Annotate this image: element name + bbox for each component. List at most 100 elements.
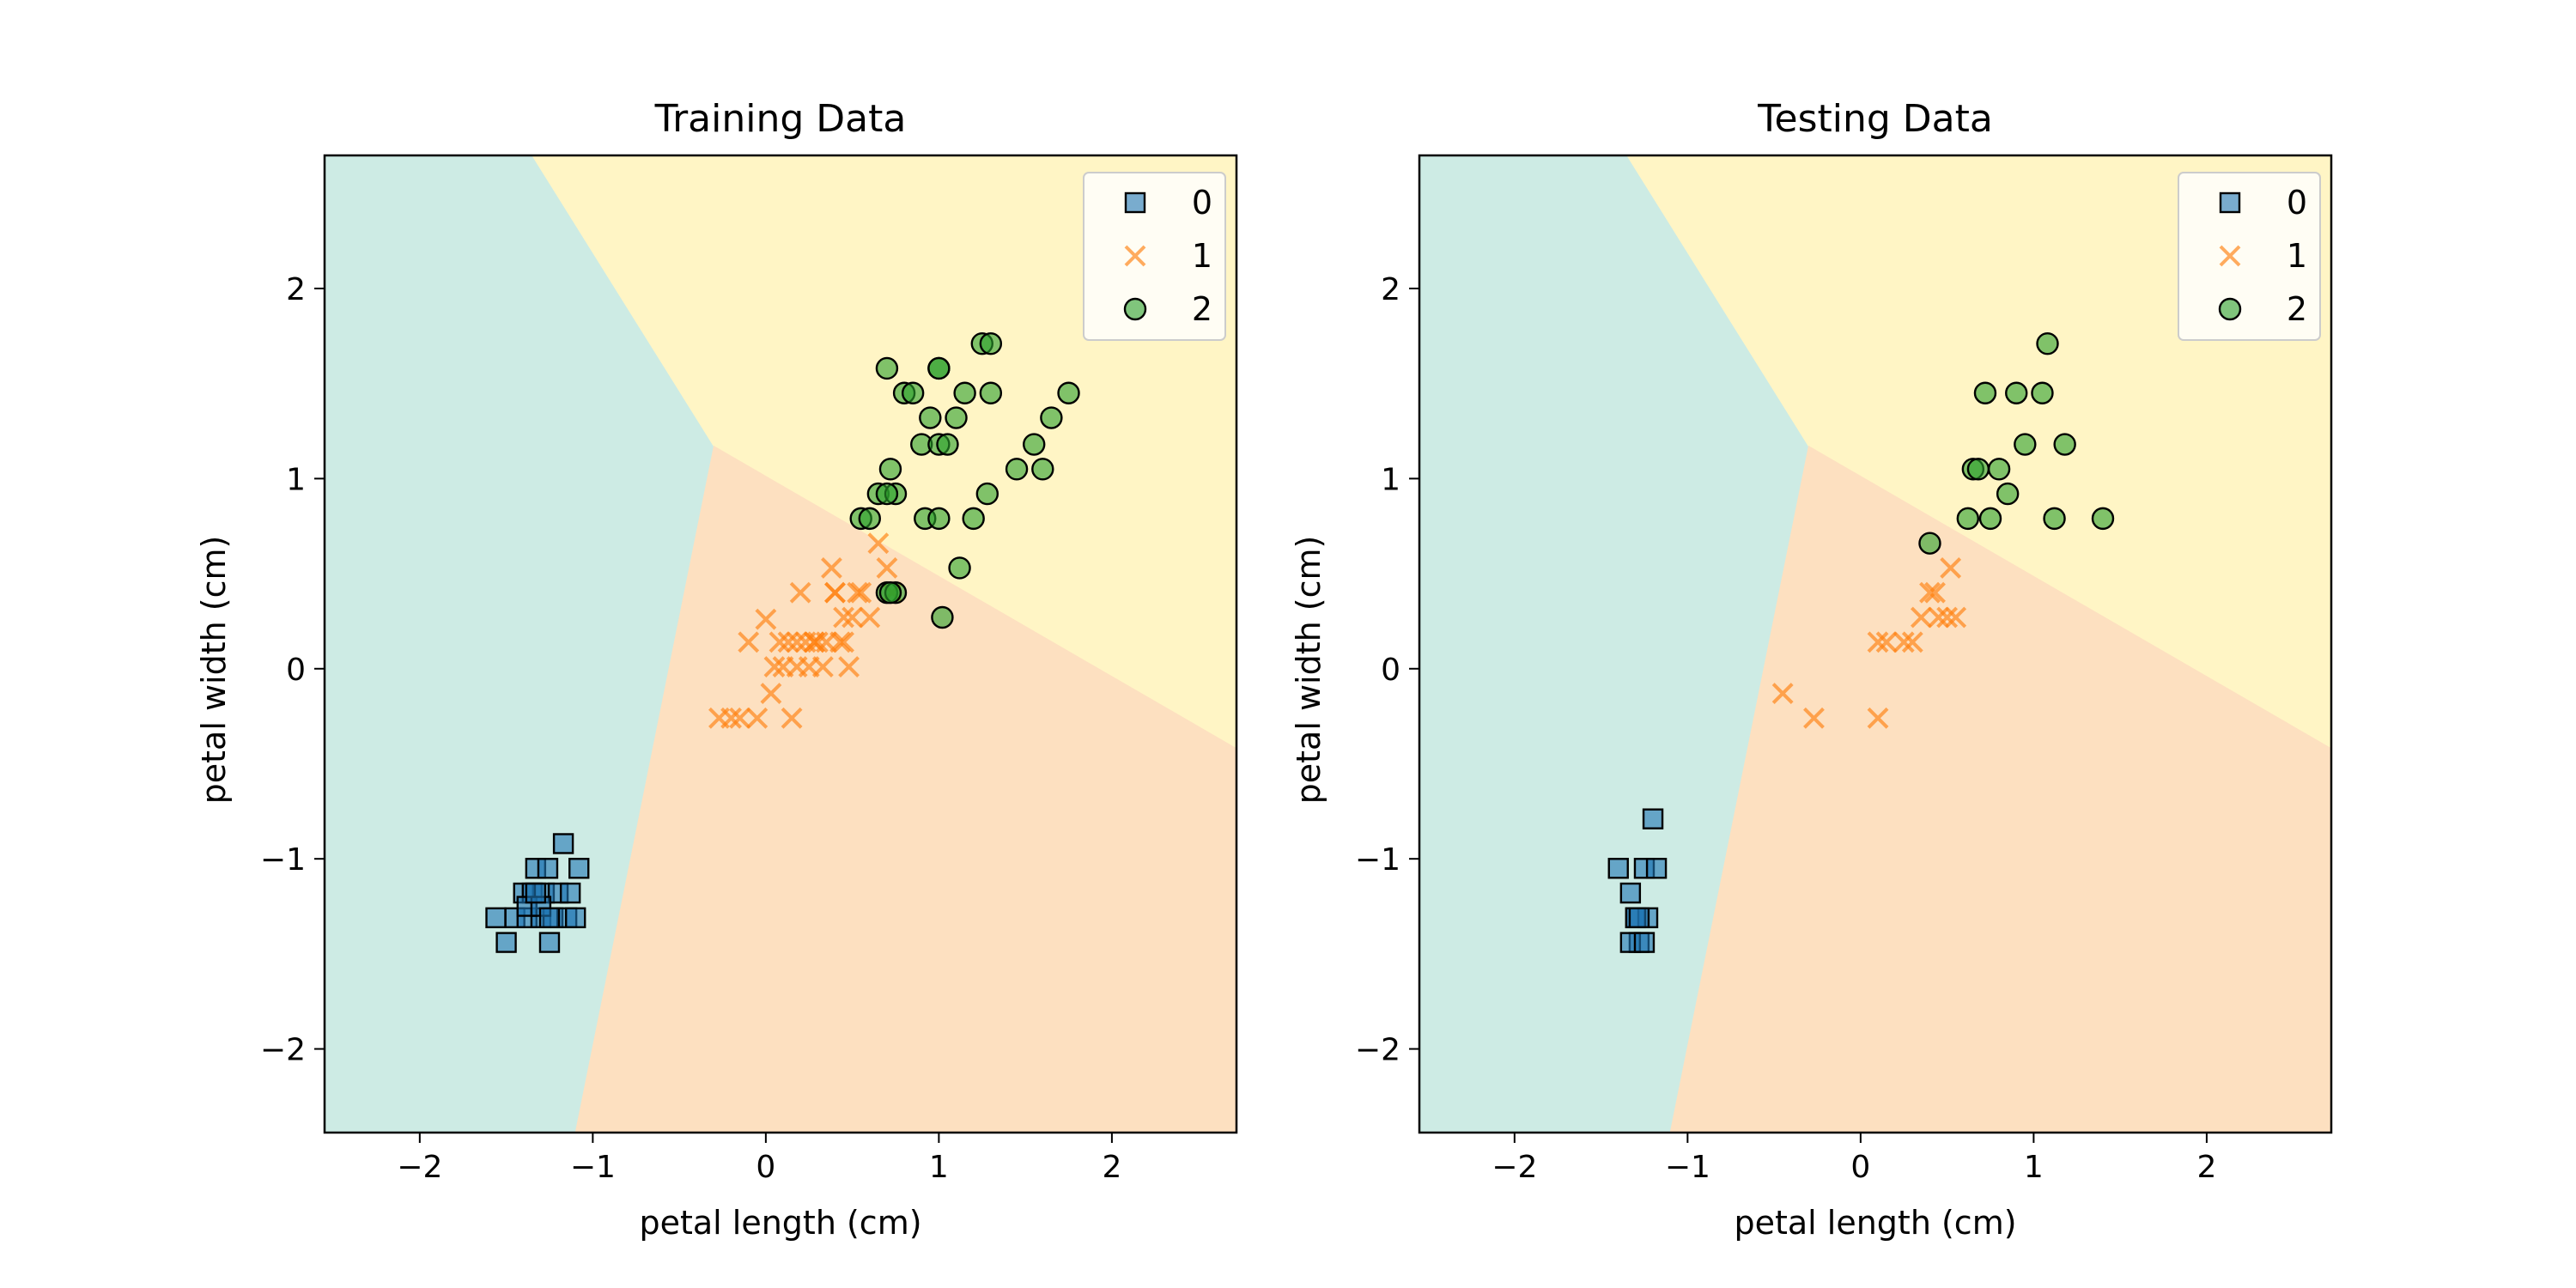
training-point-class-2 <box>927 356 951 380</box>
testing-y-tick-label: −2 <box>1355 1033 1400 1068</box>
testing-point-class-2 <box>1987 458 2011 481</box>
testing-x-tick-label: 0 <box>1850 1150 1870 1185</box>
training-point-class-2 <box>1031 458 1054 481</box>
training-point-class-2 <box>979 381 1003 404</box>
testing-point-class-2 <box>2014 433 2037 456</box>
training-y-tick-label: 2 <box>286 272 306 307</box>
testing-point-class-1 <box>1919 581 1941 604</box>
testing-point-class-2 <box>1918 532 1941 555</box>
testing-y-tick-label: 0 <box>1381 653 1400 688</box>
training-point-class-0 <box>565 907 586 929</box>
testing-plot-frame <box>1418 154 2333 1134</box>
training-x-tick-label: 2 <box>1102 1150 1121 1185</box>
testing-legend-marker-2 <box>2218 297 2242 321</box>
training-point-class-1 <box>838 656 860 677</box>
testing-y-tick-label: −1 <box>1355 842 1400 878</box>
testing-point-class-1 <box>1924 581 1946 604</box>
training-point-class-1 <box>847 581 869 604</box>
training-point-class-0 <box>537 858 559 879</box>
training-x-axis-label: petal length (cm) <box>639 1204 921 1242</box>
testing-point-class-0 <box>1642 808 1664 829</box>
training-point-class-1 <box>867 532 890 555</box>
training-y-tick-label: 1 <box>286 462 306 497</box>
training-point-class-0 <box>538 932 561 953</box>
training-point-class-2 <box>875 356 899 380</box>
testing-legend: 0 1 2 <box>2178 172 2321 341</box>
training-point-class-0 <box>552 833 574 854</box>
training-point-class-1 <box>876 557 898 579</box>
testing-legend-box <box>2178 172 2321 341</box>
training-point-class-1 <box>789 581 811 604</box>
testing-x-tick-label: −2 <box>1492 1150 1537 1185</box>
training-point-class-2 <box>919 406 942 429</box>
training-chart-panel: Training Data petal length (cm) petal wi… <box>195 97 1238 1242</box>
testing-region-class-2 <box>1626 155 2331 750</box>
training-point-class-2 <box>875 482 899 506</box>
testing-point-class-0 <box>1619 882 1642 904</box>
testing-x-tick-label: 2 <box>2196 1150 2216 1185</box>
testing-x-tick-label: 1 <box>2024 1150 2044 1185</box>
training-point-class-1 <box>841 606 864 629</box>
testing-point-class-2 <box>2031 381 2054 404</box>
training-point-class-1 <box>763 656 786 677</box>
training-point-class-1 <box>829 631 851 653</box>
testing-legend-marker-0 <box>2219 191 2241 214</box>
training-legend-marker-2 <box>1123 297 1147 321</box>
training-y-tick-label: −2 <box>260 1033 306 1068</box>
training-point-class-2 <box>858 507 881 531</box>
training-point-class-0 <box>485 907 507 929</box>
training-point-class-1 <box>769 631 791 653</box>
training-legend-label-2: 2 <box>1192 290 1212 328</box>
training-point-class-2 <box>979 331 1003 355</box>
training-y-tick-label: −1 <box>260 842 306 878</box>
testing-x-tick-label: −1 <box>1665 1150 1710 1185</box>
testing-point-class-2 <box>2053 433 2076 456</box>
training-point-class-2 <box>931 605 954 629</box>
training-point-class-1 <box>729 707 751 729</box>
testing-point-class-2 <box>1966 458 1990 481</box>
training-y-axis-label: petal width (cm) <box>195 536 233 805</box>
testing-point-class-0 <box>1633 932 1656 953</box>
training-point-class-1 <box>850 581 872 604</box>
testing-point-class-2 <box>2091 507 2115 531</box>
training-x-tick-label: −1 <box>570 1150 616 1185</box>
training-point-class-1 <box>803 631 825 653</box>
testing-data-points <box>1607 331 2115 953</box>
training-legend-marker-0 <box>1124 191 1146 214</box>
testing-region-class-1 <box>1669 445 2331 1133</box>
training-point-class-2 <box>948 556 971 580</box>
training-point-class-2 <box>936 433 959 456</box>
training-point-class-2 <box>1023 433 1046 456</box>
testing-point-class-1 <box>1936 606 1959 629</box>
training-point-class-0 <box>538 907 561 929</box>
testing-point-class-1 <box>1867 707 1889 729</box>
training-point-class-1 <box>786 631 808 653</box>
training-point-class-0 <box>495 932 517 953</box>
testing-point-class-1 <box>1940 557 1962 579</box>
training-legend-box <box>1083 172 1226 341</box>
training-point-class-2 <box>945 406 968 429</box>
training-point-class-2 <box>1005 458 1029 481</box>
training-point-class-1 <box>806 631 829 653</box>
training-point-class-2 <box>975 482 999 506</box>
testing-point-class-1 <box>1928 606 1949 629</box>
testing-point-class-2 <box>1956 507 1980 531</box>
testing-point-class-1 <box>1875 631 1898 653</box>
training-point-class-2 <box>878 458 902 481</box>
testing-y-tick-label: 2 <box>1381 272 1400 307</box>
training-point-class-2 <box>878 581 902 605</box>
testing-point-class-1 <box>1945 606 1967 629</box>
testing-legend-label-1: 1 <box>2287 237 2307 275</box>
testing-y-axis-label: petal width (cm) <box>1290 536 1327 805</box>
testing-point-class-1 <box>1867 631 1889 653</box>
training-decision-regions <box>325 155 1236 1133</box>
training-point-class-0 <box>568 858 590 879</box>
training-data-points <box>485 331 1080 953</box>
training-legend: 0 1 2 <box>1083 172 1226 341</box>
training-y-tick-label: 0 <box>286 653 306 688</box>
training-point-class-2 <box>953 381 976 404</box>
testing-chart-title: Testing Data <box>1757 97 1993 141</box>
training-point-class-1 <box>833 606 854 629</box>
training-point-class-2 <box>962 507 985 531</box>
